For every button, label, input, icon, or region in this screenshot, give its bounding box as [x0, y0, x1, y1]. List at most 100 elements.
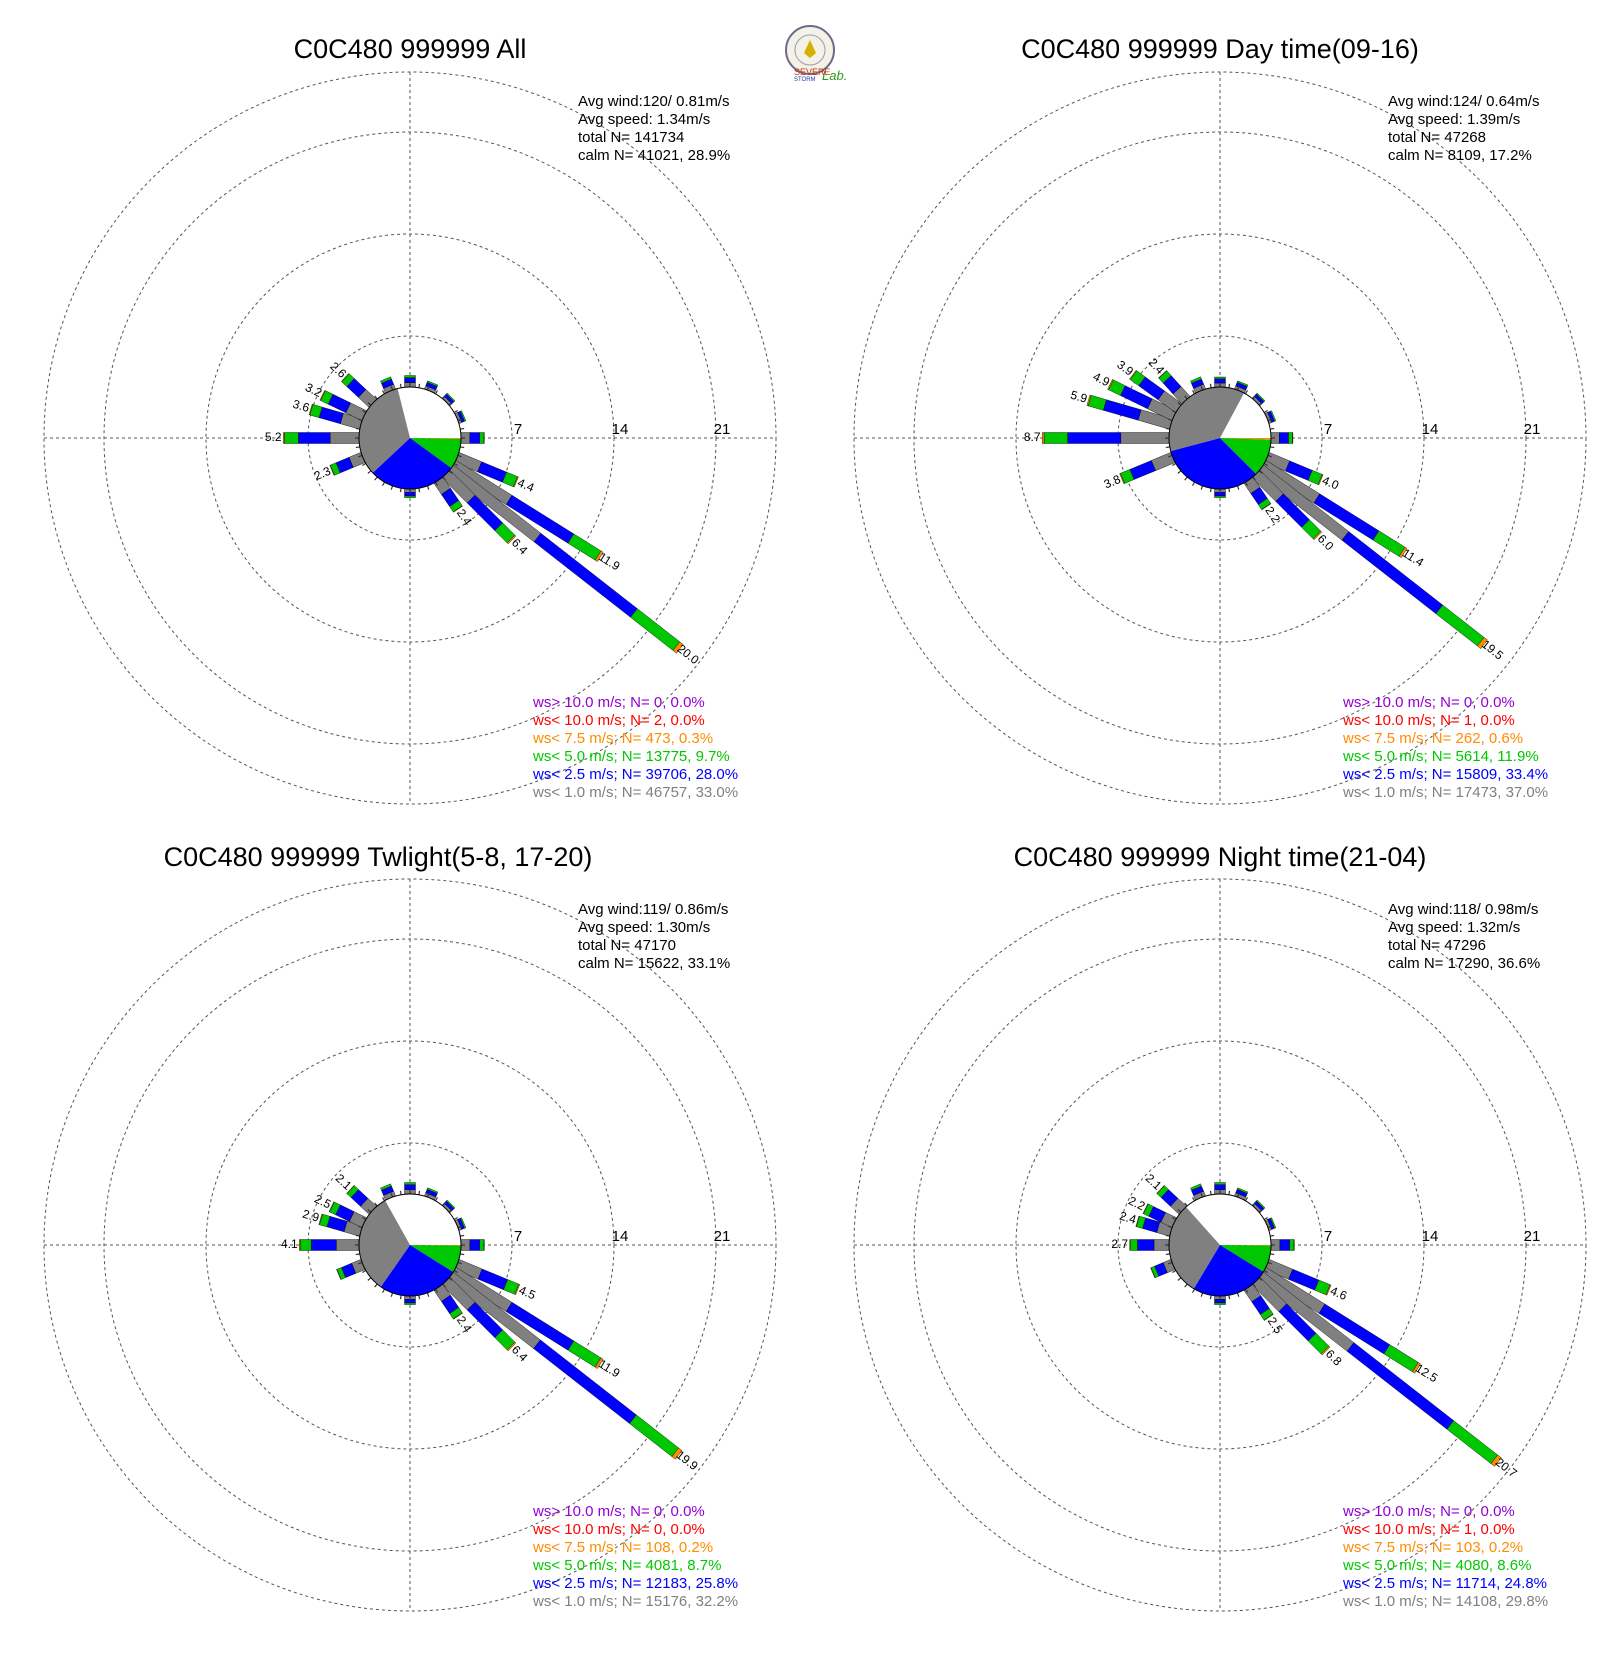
pie-tick [1209, 488, 1212, 493]
pie-tick [1263, 409, 1268, 414]
pie-tick [453, 1216, 458, 1221]
direction-bar: 2.6 [327, 359, 377, 408]
pie-tick [1228, 1295, 1231, 1300]
pie-outline [1168, 1193, 1272, 1297]
ring-label: 21 [714, 1228, 731, 1245]
pie-tick [1244, 1288, 1249, 1293]
pie-slice-lt7-5 [1220, 1245, 1272, 1246]
direction-bar: 11.9 [450, 1267, 623, 1381]
stats-line: Avg speed: 1.39m/s [1388, 111, 1520, 128]
pie-outline [358, 386, 462, 490]
direction-bar: 11.9 [450, 460, 623, 574]
pie-tick [374, 1202, 378, 1207]
bar-value-label: 3.2 [303, 380, 324, 400]
direction-bar [1270, 1239, 1295, 1251]
legend-entry: ws< 7.5 m/s; N= 108, 0.2% [532, 1539, 713, 1556]
pie-tick [1165, 1253, 1170, 1256]
pie-slice-lt7-5 [410, 1245, 462, 1246]
direction-bar: 4.4 [454, 452, 537, 495]
pie-tick [1209, 1190, 1212, 1195]
pie-slice-lt1 [1169, 1206, 1220, 1289]
direction-bar [1264, 410, 1277, 424]
pie-tick [434, 1197, 439, 1202]
direction-bar: 2.4 [1118, 1209, 1173, 1237]
pie-tick [1258, 1209, 1263, 1213]
bar-segment-lt5 [380, 1183, 392, 1191]
bar-value-label: 11.9 [596, 1357, 623, 1381]
bar-segment-lt2-5 [469, 1239, 480, 1251]
bar-value-label: 4.5 [517, 1283, 538, 1302]
pie-tick [1172, 409, 1177, 414]
pie-outline [358, 1193, 462, 1297]
legend-entry: ws> 10.0 m/s; N= 0, 0.0% [1342, 694, 1515, 711]
pie-tick [1168, 418, 1173, 422]
pie-tick [1263, 462, 1268, 467]
direction-bar: 3.8 [1102, 452, 1176, 491]
legend-entry: ws< 7.5 m/s; N= 473, 0.3% [532, 730, 713, 747]
bar-segment-lt5 [380, 376, 392, 384]
pie-tick [1191, 390, 1196, 395]
bar-segment-lt2-5 [404, 377, 416, 383]
legend-entry: ws< 10.0 m/s; N= 0, 0.0% [532, 1521, 705, 1538]
pie-tick [381, 481, 386, 486]
pie-tick [434, 1288, 439, 1293]
pie-tick [460, 427, 465, 430]
direction-bar: 19.5 [1256, 464, 1506, 663]
bar-segment-lt5 [1289, 1239, 1295, 1251]
bar-segment-lt5 [1256, 1199, 1266, 1209]
bar-segment-lt5 [446, 392, 456, 402]
legend-entry: ws< 7.5 m/s; N= 103, 0.2% [1342, 1539, 1523, 1556]
direction-bar: 2.5 [1243, 1283, 1286, 1336]
bar-segment-lt7-5 [1156, 1185, 1165, 1194]
pie-tick [358, 418, 363, 422]
bar-segment-lt7-5 [1129, 1239, 1131, 1251]
pie-tick [1244, 1197, 1249, 1202]
pie-tick [442, 1283, 446, 1288]
pie-tick [460, 1234, 465, 1237]
direction-bar: 3.2 [303, 380, 367, 421]
pie-slice-calm [397, 387, 461, 438]
bar-value-label: 3.6 [291, 397, 311, 415]
bar-segment-lt5 [1214, 1302, 1226, 1305]
ring-label: 21 [1524, 1228, 1541, 1245]
pie-tick [1165, 427, 1170, 430]
direction-bar [1234, 1187, 1249, 1201]
bar-segment-lt5 [1446, 1420, 1498, 1464]
bar-segment-lt7-5 [1086, 394, 1092, 407]
direction-bar [1251, 1199, 1266, 1214]
direction-bar [460, 1239, 485, 1251]
bar-value-label: 5.9 [1069, 388, 1089, 406]
bar-value-label: 4.1 [281, 1237, 298, 1251]
bar-segment-lt7-5 [452, 1312, 463, 1320]
bar-segment-lt7-5 [329, 464, 335, 476]
legend-entry: ws< 1.0 m/s; N= 46757, 33.0% [532, 784, 738, 801]
bar-segment-lt7-5 [346, 1185, 355, 1194]
bar-segment-lt7-5 [1312, 530, 1323, 541]
pie-tick [442, 476, 446, 481]
stats-line: Avg speed: 1.34m/s [578, 111, 710, 128]
pie-slice-lt1 [1168, 387, 1245, 452]
direction-bar [1234, 380, 1249, 394]
bar-segment-lt5 [404, 495, 416, 498]
pie-slice-lt2-5 [1193, 1245, 1264, 1296]
pie-tick [426, 1292, 430, 1297]
bar-value-label: 3.8 [1102, 472, 1123, 491]
pie-tick [1200, 1292, 1204, 1297]
pie-tick [1172, 1216, 1177, 1221]
bar-segment-lt7-5 [1119, 473, 1125, 485]
bar-segment-lt5 [1043, 432, 1068, 444]
pie-tick [1177, 1209, 1182, 1213]
bar-segment-lt2-5 [1067, 432, 1122, 444]
pie-tick [1200, 386, 1204, 391]
legend-entry: ws< 5.0 m/s; N= 5614, 11.9% [1342, 748, 1539, 765]
pie-tick [1270, 446, 1275, 449]
bar-segment-lt7-5 [514, 1283, 521, 1295]
pie-tick [1209, 1295, 1212, 1300]
bar-segment-lt5 [300, 1239, 312, 1251]
legend-entry: ws< 5.0 m/s; N= 13775, 9.7% [532, 748, 730, 765]
legend-entry: ws< 1.0 m/s; N= 14108, 29.8% [1342, 1593, 1548, 1610]
ring-label: 7 [1324, 421, 1332, 438]
pie-tick [358, 454, 363, 458]
bar-segment-lt7-5 [1412, 1362, 1421, 1374]
pie-tick [448, 1277, 453, 1281]
